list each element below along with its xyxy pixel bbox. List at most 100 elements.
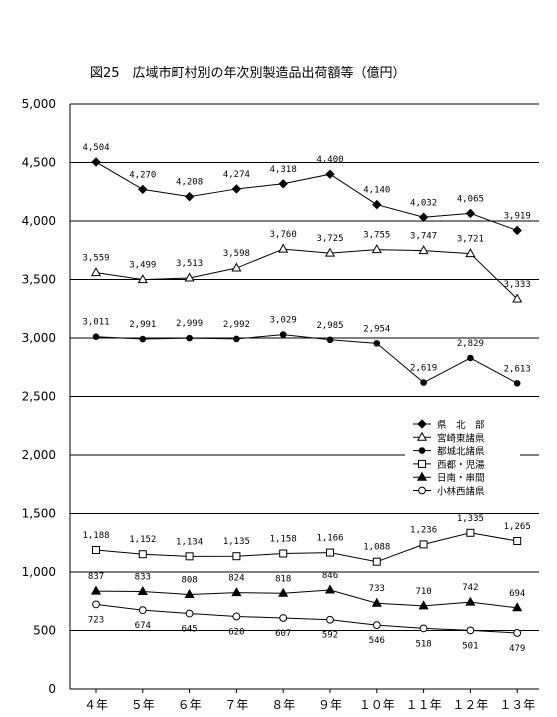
data-label: 1,135	[223, 537, 250, 547]
data-label: 837	[88, 572, 104, 582]
legend-marker	[418, 447, 426, 454]
data-point	[372, 621, 381, 630]
data-label: 833	[135, 573, 151, 583]
data-point	[325, 169, 335, 179]
data-label: 3,499	[129, 261, 156, 271]
legend-label: 県 北 部	[437, 419, 485, 431]
data-label: 3,721	[457, 235, 484, 245]
series-line	[95, 589, 518, 609]
data-label: 674	[135, 621, 151, 631]
data-label: 1,335	[457, 514, 484, 524]
data-label: 3,755	[363, 231, 390, 241]
data-point	[326, 615, 334, 624]
y-tick-label: 2,500	[22, 390, 56, 404]
data-label: 479	[509, 644, 525, 654]
data-point	[418, 212, 429, 222]
data-point	[465, 208, 476, 219]
data-labels: 4,504 4,270 4,208 4,274 4,318 4,400 4,140 4,032…	[82, 143, 530, 654]
series-line	[95, 603, 518, 634]
legend-marker	[416, 431, 428, 441]
data-point	[279, 331, 287, 338]
data-point	[138, 184, 148, 195]
data-point	[278, 243, 289, 253]
data-label: 1,152	[129, 535, 156, 545]
data-point	[92, 600, 100, 609]
series-5	[92, 600, 522, 637]
data-label: 3,011	[82, 318, 109, 328]
data-label: 742	[462, 583, 478, 593]
data-point	[92, 546, 100, 555]
data-point	[231, 184, 242, 194]
data-label: 2,991	[129, 320, 156, 330]
data-point	[184, 588, 195, 598]
data-point	[186, 334, 193, 342]
data-label: 846	[322, 571, 338, 581]
data-point	[512, 602, 523, 612]
data-label: 694	[509, 589, 525, 599]
data-label: 546	[369, 636, 385, 646]
data-label: 4,208	[176, 178, 203, 188]
data-label: 3,747	[410, 232, 437, 242]
y-tick-label: 0	[48, 682, 56, 696]
gridlines	[70, 103, 539, 631]
x-tick-label: １３年	[499, 698, 535, 712]
series-1	[90, 243, 523, 303]
data-point	[465, 596, 476, 606]
x-tick-label: ５年	[131, 698, 155, 712]
x-tick-label: １１年	[406, 698, 442, 712]
y-tick-label: 3,000	[22, 331, 56, 345]
series-0	[91, 157, 522, 236]
data-label: 4,400	[316, 155, 343, 165]
data-point	[139, 335, 147, 343]
y-tick-label: 4,500	[22, 156, 56, 170]
data-point	[513, 629, 522, 637]
data-point	[371, 244, 382, 254]
data-label: 518	[415, 639, 431, 649]
x-tick-label: ４年	[84, 698, 108, 712]
data-point	[419, 540, 428, 549]
data-label: 723	[88, 615, 104, 625]
x-tick-label: ７年	[224, 698, 248, 712]
data-label: 2,613	[504, 364, 531, 374]
data-point	[138, 550, 147, 559]
data-label: 3,919	[504, 211, 531, 221]
data-label: 3,559	[82, 254, 109, 264]
data-label: 1,088	[363, 543, 390, 553]
data-point	[324, 247, 336, 257]
data-point	[466, 528, 475, 537]
data-label: 4,318	[270, 165, 297, 175]
data-point	[513, 379, 521, 387]
data-label: 1,265	[504, 522, 531, 532]
legend-label: 西都・児湯	[437, 459, 485, 471]
data-point	[465, 248, 476, 258]
y-tick-label: 1,000	[22, 565, 56, 579]
legend-marker	[417, 419, 427, 429]
data-point	[371, 597, 382, 607]
x-tick-label: ９年	[318, 698, 342, 712]
series-line	[95, 161, 518, 231]
data-label: 4,270	[129, 170, 156, 180]
data-point	[373, 340, 381, 347]
y-tick-label: 500	[33, 624, 56, 638]
y-tick-label: 3,500	[22, 273, 56, 287]
data-label: 710	[415, 587, 431, 597]
data-point	[231, 262, 242, 272]
data-label: 2,992	[223, 320, 250, 330]
data-point	[91, 157, 101, 167]
data-label: 1,188	[82, 531, 109, 541]
data-point	[326, 336, 334, 344]
data-point	[90, 267, 102, 277]
data-label: 733	[369, 584, 385, 594]
data-point	[185, 609, 194, 618]
series-line	[95, 532, 518, 563]
data-label: 824	[228, 574, 244, 584]
data-point	[420, 379, 427, 386]
data-label: 808	[181, 575, 197, 585]
data-label: 2,954	[363, 324, 390, 334]
data-label: 2,999	[176, 319, 203, 329]
x-tick-label: １０年	[359, 698, 395, 712]
data-point	[92, 333, 100, 341]
chart-title: 図25 広域市町村別の年次別製造品出荷額等（億円）	[90, 66, 406, 81]
x-tick-label: ６年	[178, 698, 202, 712]
x-tick-label: １２年	[452, 698, 488, 712]
